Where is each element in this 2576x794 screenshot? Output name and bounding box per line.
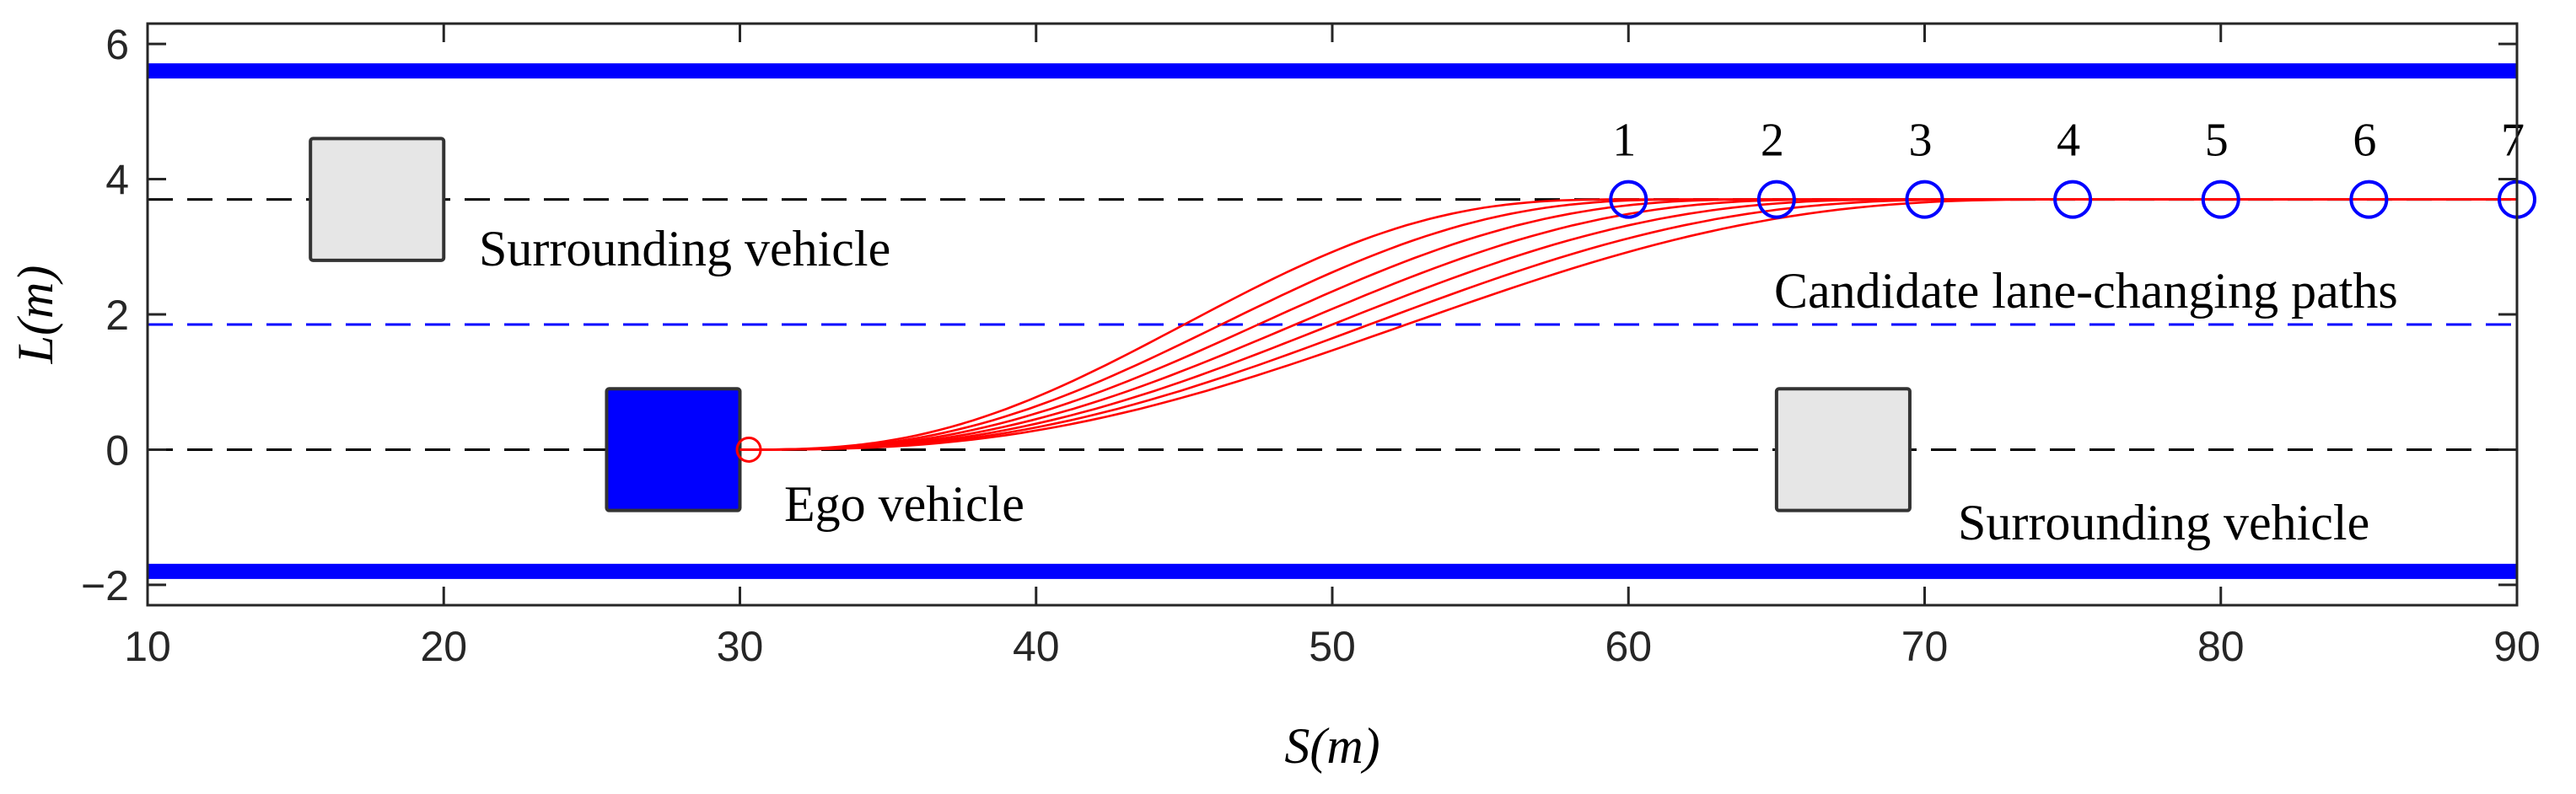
ego-vehicle <box>605 387 742 512</box>
x-tick-label-80: 80 <box>2197 623 2245 670</box>
x-tick-label-30: 30 <box>717 623 764 670</box>
target-point-4 <box>2053 180 2093 219</box>
x-axis-label: S(m) <box>1284 718 1379 774</box>
target-point-label-6: 6 <box>2353 115 2376 167</box>
surrounding-vehicle-label-top: Surrounding vehicle <box>479 221 890 276</box>
plot-layer <box>148 63 2517 579</box>
surrounding-vehicle-label-bottom: Surrounding vehicle <box>1958 495 2369 550</box>
target-point-label-2: 2 <box>1761 115 1784 167</box>
target-point-1 <box>1609 180 1648 219</box>
target-point-label-5: 5 <box>2205 115 2229 167</box>
target-point-label-7: 7 <box>2501 115 2525 167</box>
target-point-label-3: 3 <box>1909 115 1933 167</box>
ego-vehicle-label: Ego vehicle <box>784 476 1024 532</box>
candidate-path-4 <box>739 198 2517 451</box>
candidate-path-7 <box>739 198 2517 451</box>
x-tick-label-40: 40 <box>1013 623 1060 670</box>
x-tick-label-10: 10 <box>124 623 171 670</box>
candidate-path-2 <box>739 198 2517 451</box>
surrounding-vehicle-2 <box>1774 387 1912 512</box>
candidate-path-5 <box>739 198 2517 451</box>
target-point-5 <box>2201 180 2240 219</box>
y-tick-label-0: −2 <box>81 562 129 609</box>
candidate-path-3 <box>739 198 2517 451</box>
axes: 10 20 30 40 50 60 70 80 90 −2 0 2 4 6 S(m) L(m) <box>8 21 2541 774</box>
y-tick-label-3: 4 <box>105 157 129 204</box>
target-point-2 <box>1756 180 1796 219</box>
candidate-path-1 <box>739 198 2517 451</box>
x-tick-label-20: 20 <box>420 623 467 670</box>
y-tick-label-4: 6 <box>105 21 129 68</box>
target-point-label-1: 1 <box>1612 115 1636 167</box>
y-tick-label-1: 0 <box>105 427 129 474</box>
surrounding-vehicle-1 <box>309 137 446 262</box>
x-tick-label-90: 90 <box>2493 623 2541 670</box>
annotations: Ego vehicle Surrounding vehicle Surround… <box>479 221 2398 550</box>
plot-area: 1 2 3 4 5 6 7 <box>148 63 2536 579</box>
y-axis-label: L(m) <box>8 266 63 365</box>
candidate-paths-label: Candidate lane-changing paths <box>1774 263 2398 319</box>
target-point-3 <box>1905 180 1944 219</box>
x-tick-label-60: 60 <box>1605 623 1652 670</box>
x-tick-label-70: 70 <box>1901 623 1949 670</box>
target-point-6 <box>2349 180 2389 219</box>
candidate-path-6 <box>739 198 2517 451</box>
target-point-label-4: 4 <box>2057 115 2080 167</box>
x-tick-label-50: 50 <box>1309 623 1356 670</box>
y-tick-label-2: 2 <box>105 292 129 339</box>
